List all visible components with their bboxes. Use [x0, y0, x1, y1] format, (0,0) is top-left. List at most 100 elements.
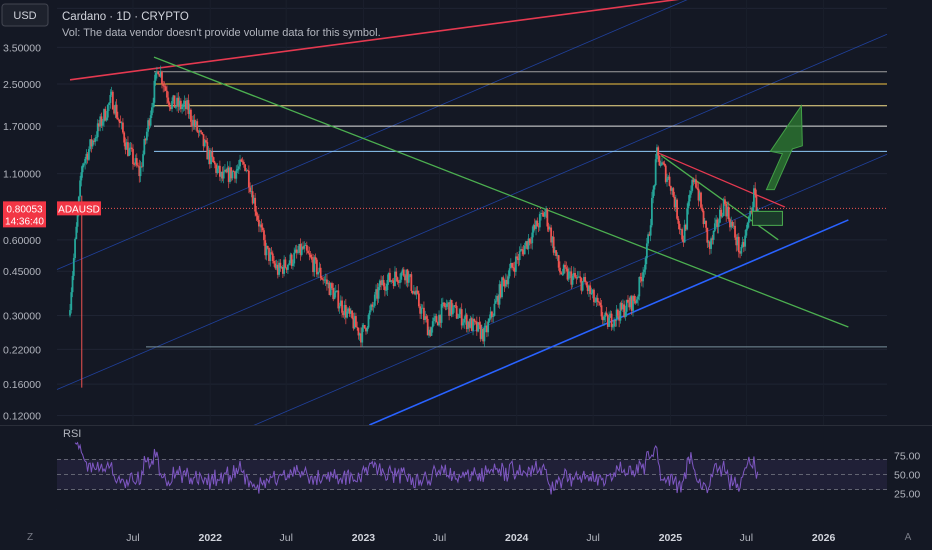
price-tick-label: 0.16000 [3, 379, 41, 391]
price-axis[interactable]: 5.000003.500002.500001.700001.100000.600… [3, 3, 41, 422]
candle-body [258, 219, 260, 227]
candle-body [687, 201, 690, 209]
time-tick-label: 2023 [352, 532, 376, 544]
candle-body [438, 314, 440, 326]
candle-body [72, 257, 75, 276]
candle-body [357, 327, 360, 336]
last-price-value: 0.80053 [6, 204, 43, 215]
candle-body [638, 277, 641, 297]
candle-body [200, 130, 202, 133]
candle-body [493, 303, 496, 316]
candle-body [108, 102, 110, 106]
candle-body [71, 275, 74, 293]
candle-body [119, 121, 122, 124]
candle-body [595, 297, 598, 302]
candle-body [273, 260, 275, 264]
candle-body [538, 214, 541, 228]
candle-body [263, 230, 265, 241]
candle-body [700, 192, 702, 208]
candle-body [255, 211, 258, 216]
candle-body [643, 269, 646, 273]
currency-button[interactable] [1, 3, 49, 27]
candle-body [213, 162, 216, 165]
candle-body [682, 239, 685, 243]
candle-body [247, 170, 250, 188]
symbol-tag-label: ADAUSD [58, 204, 100, 215]
candle-body [232, 171, 235, 173]
candle-body [193, 119, 196, 127]
candle-body [669, 185, 672, 191]
candle-body [412, 291, 415, 294]
candle-body [322, 279, 325, 281]
candle-body [375, 289, 377, 295]
candle-body [196, 121, 199, 132]
candle-body [640, 278, 643, 282]
candle-body [584, 277, 587, 283]
candle-body [562, 264, 565, 274]
candle-body [293, 252, 296, 264]
candle-body [497, 295, 500, 305]
candle-body [436, 322, 439, 326]
candle-body [285, 267, 288, 270]
time-tick-label: 2024 [505, 532, 529, 544]
candle-body [224, 169, 226, 172]
candle-body [556, 255, 559, 257]
candle-body [499, 284, 502, 298]
candle-body [120, 122, 123, 124]
candle-body [615, 309, 618, 321]
candle-body [205, 140, 207, 143]
candle-body [611, 326, 614, 328]
candle-body [86, 153, 89, 160]
candle-body [706, 227, 709, 243]
candle-body [302, 246, 304, 249]
timezone-icon[interactable]: Z [27, 532, 33, 543]
candle-body [475, 321, 478, 332]
price-tick-label: 1.70000 [3, 121, 41, 133]
candle-body [365, 328, 367, 332]
candle-body [446, 302, 449, 304]
candle-body [635, 299, 638, 303]
candle-body [176, 97, 178, 107]
candle-body [581, 281, 584, 291]
candle-body [506, 279, 508, 285]
candle-body [106, 105, 109, 118]
candle-body [593, 289, 595, 303]
candle-body [110, 91, 113, 96]
candle-body [417, 293, 420, 307]
candle-body [153, 80, 156, 103]
candle-body [744, 235, 746, 247]
rsi-axis[interactable]: 75.00 50.00 25.00 [894, 451, 920, 501]
candle-body [449, 299, 452, 316]
candle-body [755, 194, 758, 214]
price-tick-label: 2.50000 [3, 79, 41, 91]
candle-body [144, 138, 147, 141]
candle-body [260, 224, 263, 228]
time-axis[interactable]: Jul 2022 Jul 2023 Jul 2024 Jul 2025 Jul 2026 [126, 532, 835, 544]
candle-body [430, 327, 433, 336]
candle-body [275, 264, 278, 269]
candle-body [118, 119, 121, 122]
candle-body [742, 242, 745, 247]
candle-body [69, 310, 71, 316]
candle-body [477, 322, 479, 332]
candle-body [370, 304, 372, 311]
candle-body [445, 303, 448, 307]
candle-body [127, 142, 129, 156]
candle-body [284, 259, 287, 268]
candle-body [187, 100, 190, 114]
candle-body [717, 222, 720, 227]
candle-body [582, 277, 585, 282]
auto-scale-icon[interactable]: A [905, 532, 912, 543]
candle-body [113, 109, 115, 114]
candle-body [288, 263, 291, 265]
candle-body [347, 308, 350, 312]
candle-body [211, 151, 214, 158]
time-tick-label: Jul [433, 532, 446, 544]
candle-body [507, 276, 510, 285]
candle-body [658, 155, 661, 166]
time-tick-label: 2022 [199, 532, 223, 544]
candle-body [633, 295, 636, 302]
candle-body [719, 209, 721, 223]
candle-body [274, 263, 277, 269]
